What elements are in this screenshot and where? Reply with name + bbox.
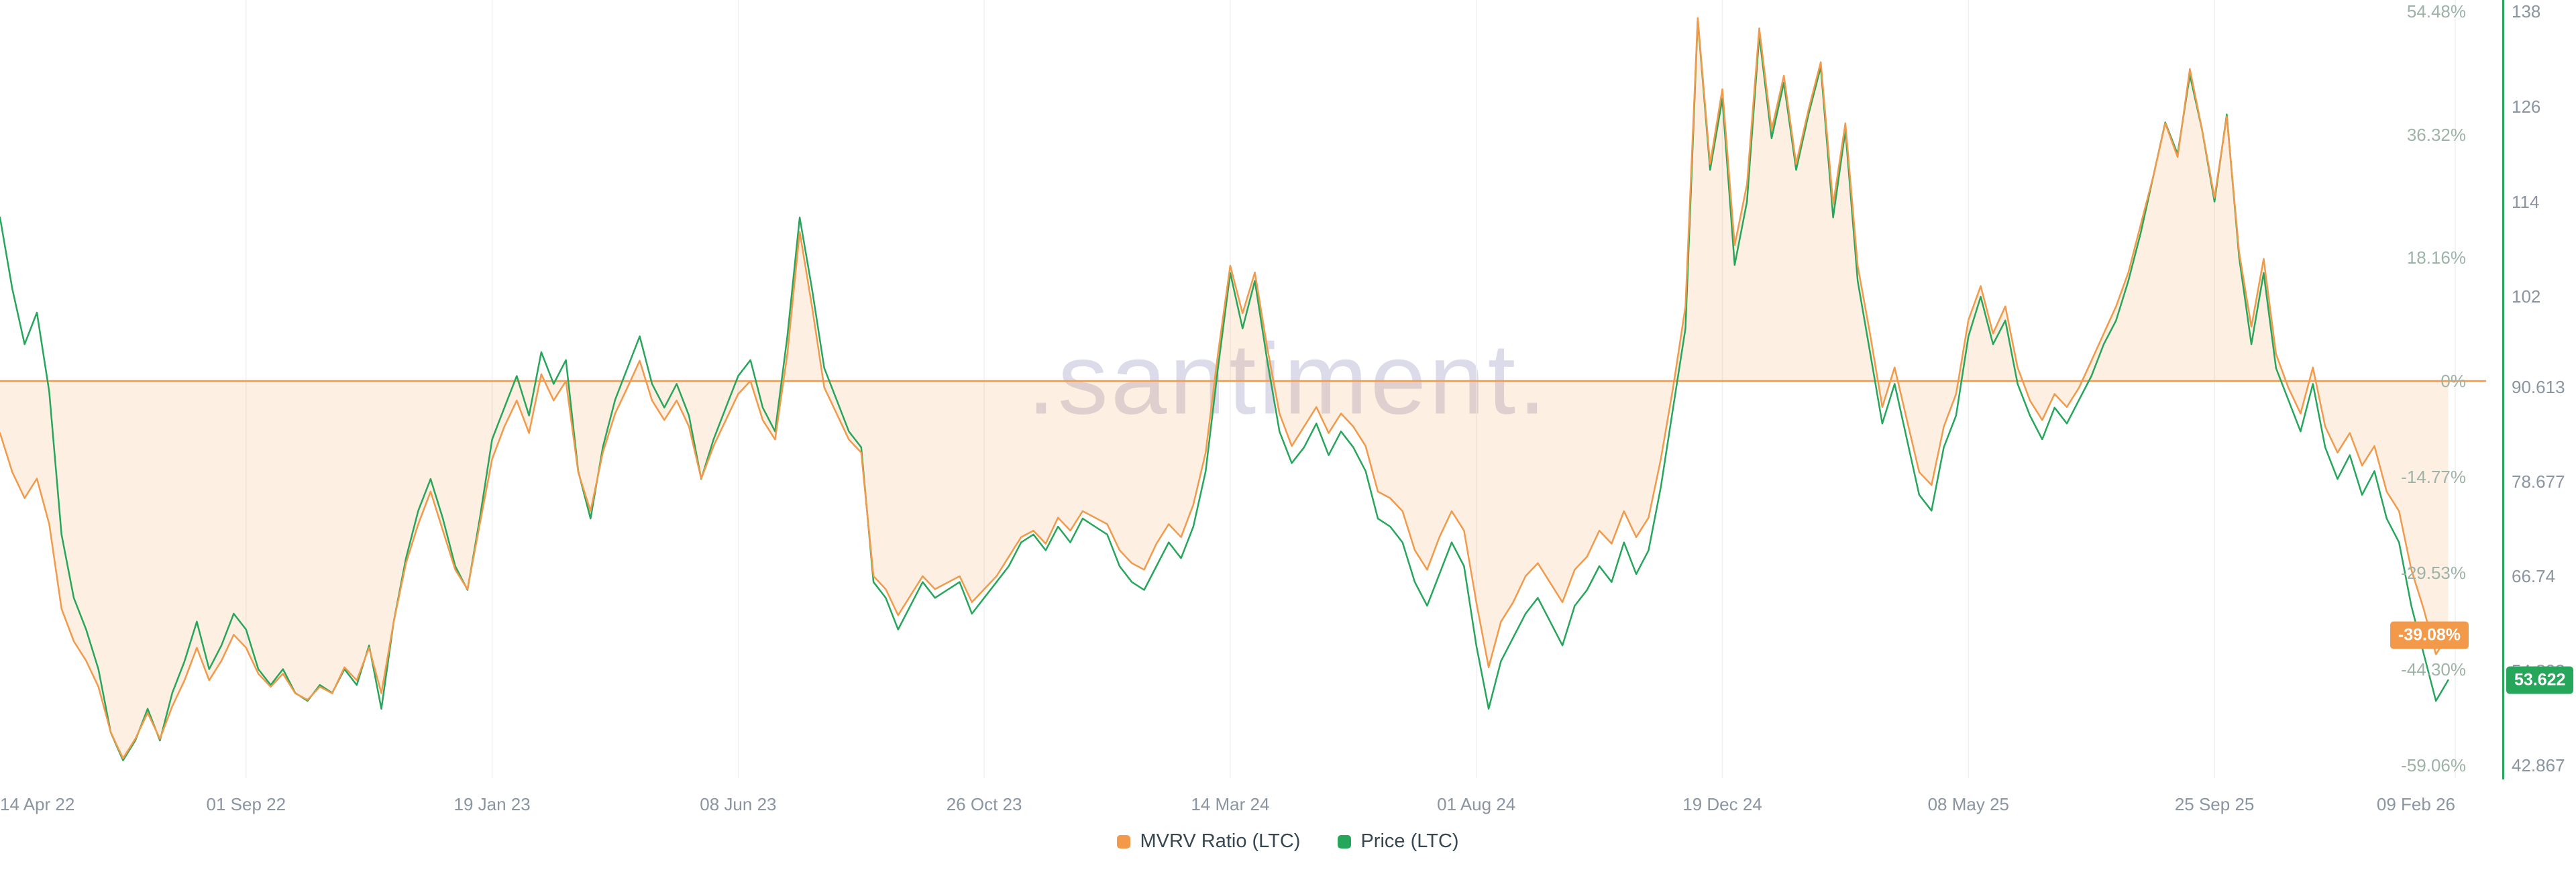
percent-tick-label: 36.32% [2406, 124, 2466, 145]
percent-tick-label: 0% [2440, 371, 2466, 391]
price-tick-label: 138 [2512, 1, 2541, 21]
watermark: .santiment. [1027, 322, 1549, 435]
date-tick-label: 08 May 25 [1927, 794, 2009, 814]
date-tick-label: 09 Feb 26 [2376, 794, 2455, 814]
percent-tick-label: -14.77% [2401, 467, 2466, 488]
legend-item-mvrv[interactable]: MVRV Ratio (LTC) [1117, 830, 1300, 853]
mvrv-value-badge: -39.08% [2390, 621, 2469, 649]
legend-item-price[interactable]: Price (LTC) [1338, 830, 1459, 853]
legend-label-price: Price (LTC) [1360, 830, 1459, 852]
price-tick-label: 102 [2512, 286, 2541, 307]
date-tick-label: 08 Jun 23 [700, 794, 777, 814]
price-tick-label: 114 [2512, 191, 2540, 212]
price-swatch-icon [1338, 834, 1352, 849]
date-tick-label: 14 Apr 22 [0, 794, 75, 814]
price-axis-line [2502, 0, 2504, 779]
date-tick-label: 19 Jan 23 [453, 794, 531, 814]
date-tick-label: 01 Aug 24 [1437, 794, 1516, 814]
price-value-badge: 53.622 [2506, 666, 2574, 694]
price-tick-label: 126 [2512, 96, 2541, 117]
legend-label-mvrv: MVRV Ratio (LTC) [1140, 830, 1301, 852]
date-tick-label: 01 Sep 22 [206, 794, 286, 814]
price-tick-label: 90.613 [2512, 376, 2565, 397]
price-tick-label: 42.867 [2512, 755, 2565, 775]
price-tick-label: 78.677 [2512, 471, 2565, 492]
percent-tick-label: 18.16% [2406, 248, 2466, 268]
mvrv-swatch-icon [1117, 834, 1131, 849]
legend: MVRV Ratio (LTC) Price (LTC) [0, 830, 2576, 853]
price-tick-label: 66.74 [2512, 565, 2556, 586]
percent-tick-label: -29.53% [2401, 563, 2466, 584]
date-tick-label: 14 Mar 24 [1191, 794, 1270, 814]
percent-tick-label: 54.48% [2406, 1, 2466, 21]
date-tick-label: 25 Sep 25 [2174, 794, 2255, 814]
date-tick-label: 26 Oct 23 [946, 794, 1022, 814]
date-tick-label: 19 Dec 24 [1682, 794, 1762, 814]
percent-tick-label: -59.06% [2401, 755, 2466, 775]
percent-tick-label: -44.30% [2401, 659, 2466, 679]
